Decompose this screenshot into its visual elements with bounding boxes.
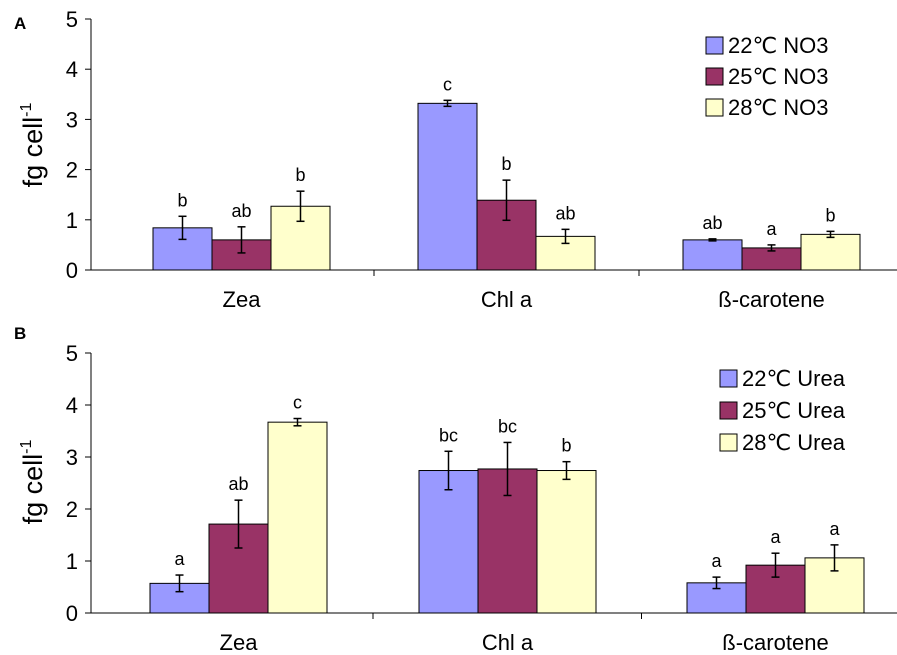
- y-tick-label: 0: [66, 601, 78, 626]
- y-tick-label: 0: [66, 258, 78, 283]
- y-axis-title-text: fg cell: [18, 454, 48, 525]
- y-tick-label: 5: [66, 341, 78, 366]
- significance-label: ab: [555, 203, 575, 223]
- significance-label: ab: [702, 213, 722, 233]
- panel-label: B: [14, 324, 26, 343]
- x-tick-label: Zea: [220, 630, 259, 655]
- legend: 22℃ Urea 25℃ Urea 28℃ Urea: [719, 366, 846, 455]
- y-tick-label: 2: [66, 158, 78, 183]
- x-tick-label: ß-carotene: [722, 630, 828, 655]
- x-tick-label: Chl a: [481, 287, 533, 312]
- significance-label: c: [443, 74, 452, 94]
- significance-label: c: [293, 393, 302, 413]
- significance-label: b: [501, 154, 511, 174]
- bar: [536, 470, 597, 614]
- significance-label: a: [770, 527, 781, 547]
- significance-label: ab: [228, 474, 248, 494]
- bar: [682, 239, 743, 271]
- significance-label: bc: [439, 425, 458, 445]
- legend-swatch: [705, 67, 724, 86]
- y-tick-label: 1: [66, 208, 78, 233]
- bar: [418, 470, 479, 614]
- y-tick-label: 3: [66, 107, 78, 132]
- significance-label: b: [177, 190, 187, 210]
- legend-label: 28℃ Urea: [742, 430, 846, 455]
- legend-label: 28℃ NO3: [728, 95, 829, 120]
- bar: [417, 102, 478, 271]
- x-tick-label: Zea: [223, 287, 262, 312]
- y-tick-label: 4: [66, 57, 78, 82]
- significance-label: a: [766, 219, 777, 239]
- y-tick-label: 5: [66, 7, 78, 32]
- legend-label: 25℃ NO3: [728, 64, 829, 89]
- bar: [267, 421, 328, 614]
- significance-label: ab: [231, 201, 251, 221]
- y-tick-label: 2: [66, 497, 78, 522]
- legend-label: 22℃ Urea: [742, 366, 846, 391]
- x-tick-label: Chl a: [482, 630, 534, 655]
- significance-label: b: [295, 165, 305, 185]
- y-axis-title: fg cell-1: [18, 440, 48, 525]
- significance-label: b: [561, 436, 571, 456]
- y-axis-title: fg cell-1: [18, 103, 48, 188]
- legend-label: 25℃ Urea: [742, 398, 846, 423]
- x-tick-label: ß-carotene: [718, 287, 824, 312]
- y-tick-label: 1: [66, 549, 78, 574]
- legend-swatch: [705, 98, 724, 117]
- legend: 22℃ NO3 25℃ NO3 28℃ NO3: [705, 33, 829, 120]
- legend-swatch: [705, 36, 724, 55]
- legend-label: 22℃ NO3: [728, 33, 829, 58]
- y-tick-label: 4: [66, 393, 78, 418]
- legend-swatch: [719, 401, 738, 420]
- significance-label: a: [829, 519, 840, 539]
- panel-label: A: [14, 14, 26, 33]
- y-tick-label: 3: [66, 445, 78, 470]
- significance-label: a: [711, 551, 722, 571]
- y-axis-title-superscript: -1: [18, 103, 35, 117]
- legend-swatch: [719, 369, 738, 388]
- y-axis-title-text: fg cell: [18, 117, 48, 188]
- significance-label: b: [825, 205, 835, 225]
- bar: [800, 233, 861, 271]
- y-axis-title-superscript: -1: [18, 440, 35, 454]
- significance-label: a: [174, 549, 185, 569]
- significance-label: bc: [498, 416, 517, 436]
- legend-swatch: [719, 433, 738, 452]
